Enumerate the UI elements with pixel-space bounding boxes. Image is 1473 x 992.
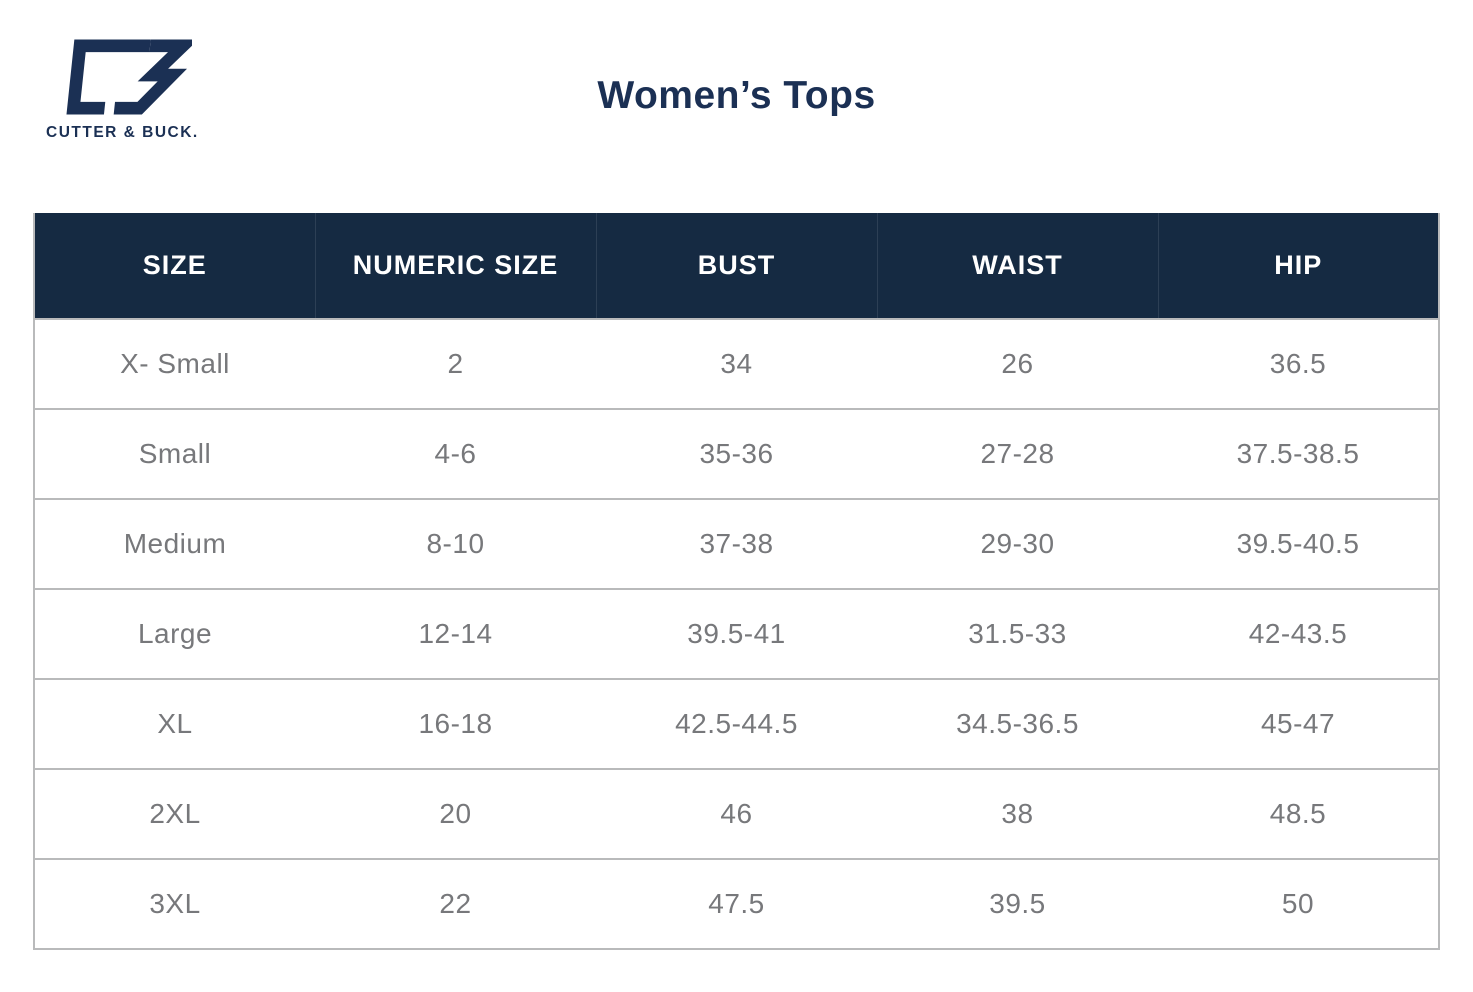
table-head: SIZE NUMERIC SIZE BUST WAIST HIP	[34, 213, 1439, 319]
cell-bust: 35-36	[596, 408, 877, 499]
cell-waist: 39.5	[877, 858, 1158, 949]
column-header-bust: BUST	[595, 213, 877, 319]
column-header-numeric-size: NUMERIC SIZE	[314, 213, 596, 319]
cell-hip: 37.5-38.5	[1158, 408, 1439, 499]
column-header-size: SIZE	[34, 213, 315, 319]
table-row: 3XL 22 47.5 39.5 50	[34, 858, 1439, 949]
table-row: 2XL 20 46 38 48.5	[34, 768, 1439, 859]
cell-size: 3XL	[34, 858, 315, 949]
cutter-buck-cb-monogram-icon	[66, 39, 192, 115]
cell-numeric-size: 2	[315, 318, 596, 409]
cell-numeric-size: 8-10	[315, 498, 596, 589]
page-title: Women’s Tops	[597, 74, 876, 117]
cell-numeric-size: 16-18	[315, 678, 596, 769]
brand-logo: CUTTER & BUCK.	[46, 36, 206, 142]
cell-hip: 36.5	[1158, 318, 1439, 409]
cell-size: X- Small	[34, 318, 315, 409]
column-header-waist: WAIST	[876, 213, 1158, 319]
size-chart-table: SIZE NUMERIC SIZE BUST WAIST HIP X- Small 2 34…	[33, 213, 1440, 950]
cell-bust: 46	[596, 768, 877, 859]
brand-wordmark: CUTTER & BUCK.	[46, 124, 199, 141]
cell-hip: 48.5	[1158, 768, 1439, 859]
cell-bust: 39.5-41	[596, 588, 877, 679]
cell-size: 2XL	[34, 768, 315, 859]
cell-waist: 29-30	[877, 498, 1158, 589]
cell-hip: 42-43.5	[1158, 588, 1439, 679]
size-chart-container: SIZE NUMERIC SIZE BUST WAIST HIP X- Small 2 34…	[33, 213, 1440, 950]
cell-waist: 38	[877, 768, 1158, 859]
column-header-hip: HIP	[1157, 213, 1439, 319]
cell-numeric-size: 20	[315, 768, 596, 859]
cell-bust: 47.5	[596, 858, 877, 949]
cell-bust: 42.5-44.5	[596, 678, 877, 769]
table-header-row: SIZE NUMERIC SIZE BUST WAIST HIP	[34, 213, 1439, 319]
cell-hip: 45-47	[1158, 678, 1439, 769]
cell-waist: 26	[877, 318, 1158, 409]
table-row: Medium 8-10 37-38 29-30 39.5-40.5	[34, 498, 1439, 589]
table-row: Large 12-14 39.5-41 31.5-33 42-43.5	[34, 588, 1439, 679]
cell-size: Large	[34, 588, 315, 679]
cell-size: Small	[34, 408, 315, 499]
cell-size: Medium	[34, 498, 315, 589]
cell-numeric-size: 12-14	[315, 588, 596, 679]
cell-waist: 34.5-36.5	[877, 678, 1158, 769]
cell-size: XL	[34, 678, 315, 769]
table-body: X- Small 2 34 26 36.5 Small 4-6 35-36 27-28 37.5-…	[34, 318, 1439, 949]
table-row: Small 4-6 35-36 27-28 37.5-38.5	[34, 408, 1439, 499]
cell-hip: 50	[1158, 858, 1439, 949]
cell-numeric-size: 4-6	[315, 408, 596, 499]
cell-hip: 39.5-40.5	[1158, 498, 1439, 589]
cell-waist: 27-28	[877, 408, 1158, 499]
cell-numeric-size: 22	[315, 858, 596, 949]
table-row: XL 16-18 42.5-44.5 34.5-36.5 45-47	[34, 678, 1439, 769]
cell-waist: 31.5-33	[877, 588, 1158, 679]
cell-bust: 37-38	[596, 498, 877, 589]
cell-bust: 34	[596, 318, 877, 409]
table-row: X- Small 2 34 26 36.5	[34, 318, 1439, 409]
